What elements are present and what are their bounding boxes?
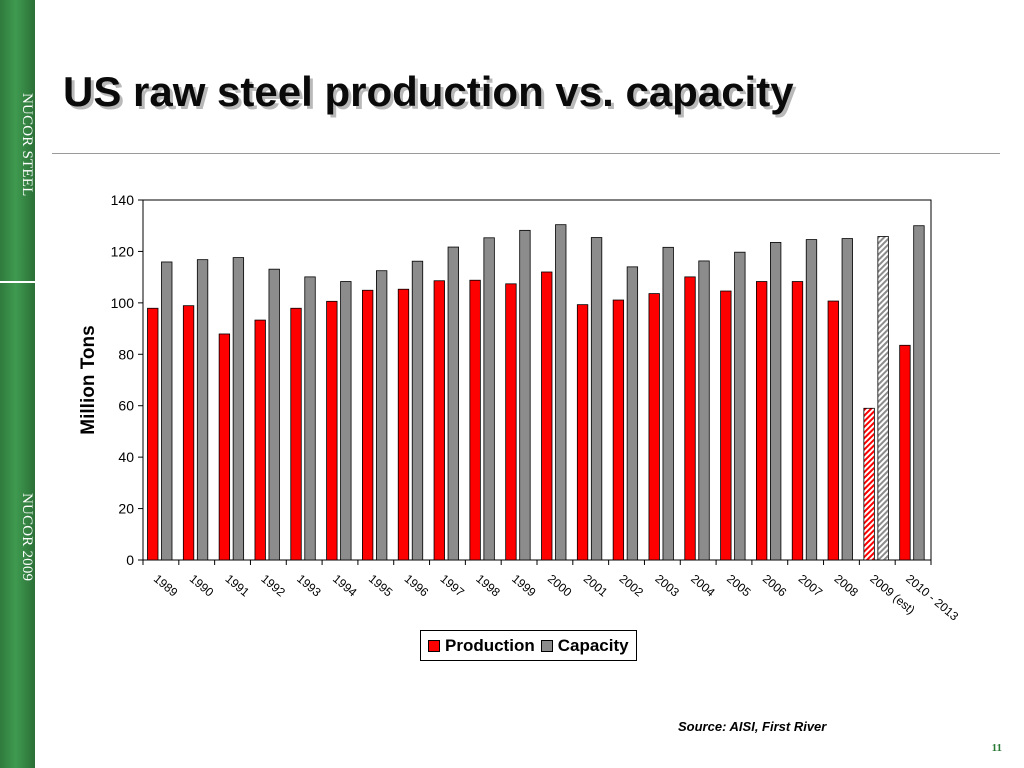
bar-production-2005 [720,290,732,561]
bar-capacity-1996 [411,260,424,561]
bar-production-2006 [756,281,768,561]
bar-production-2004 [684,276,696,561]
bar-capacity-2009-est- [877,236,889,561]
x-tick-label: 2002 [617,572,647,600]
y-tick-label: 100 [111,295,135,311]
bar-production-1992 [254,319,266,561]
bars-group [147,224,925,561]
x-tick-label: 2010 - 2013 [903,572,961,624]
bar-production-2009-est- [863,407,875,561]
bar-production-1996 [397,288,410,561]
bar-capacity-2007 [805,239,818,561]
bar-production-2003 [648,293,660,561]
legend-label-production: Production [445,635,535,655]
bar-production-1999 [505,283,517,561]
bar-capacity-1998 [483,237,495,561]
x-tick-label: 1991 [223,572,253,600]
bar-capacity-2003 [662,246,674,561]
bar-production-1989 [147,307,159,561]
title-divider [52,153,1000,154]
x-tick-label: 2005 [724,572,754,600]
bar-production-1993 [290,307,302,561]
x-tick-label: 2008 [832,572,862,600]
y-axis-title: Million Tons [78,325,99,434]
bar-capacity-2008 [841,238,853,561]
bar-capacity-2000 [555,224,567,561]
x-tick-label: 2007 [796,572,826,600]
bar-capacity-1997 [447,246,459,561]
sidebar-brand-text: NUCOR STEEL [19,93,35,197]
bar-capacity-2004 [698,260,710,561]
page-number: 11 [991,742,1002,754]
x-tick-label: 1996 [402,572,432,600]
y-tick-label: 140 [111,192,135,208]
x-tick-label: 1999 [509,572,539,600]
x-tick-label: 1989 [151,572,181,600]
legend-swatch-production [428,639,440,652]
bar-production-1994 [326,300,338,561]
bar-capacity-1991 [232,257,245,561]
bar-production-2001 [576,304,589,561]
bar-production-2008 [827,300,839,561]
slide-title: US raw steel production vs. capacity [63,68,794,115]
bar-capacity-1989 [161,261,173,561]
legend-swatch-capacity [540,639,553,652]
x-tick-label: 1994 [330,572,360,600]
x-axis: 1989 1990 1991 1992 1993 1994 1995 1996 1997 1998… [142,560,961,624]
y-tick-label: 120 [111,243,135,259]
source-note: Source: AISI, First River [678,719,827,734]
x-tick-label: 1990 [187,572,217,600]
legend-label-capacity: Capacity [557,635,629,655]
bar-capacity-1995 [376,270,388,561]
bar-capacity-2006 [770,242,782,561]
chart-legend: Production Capacity [420,630,637,661]
y-tick-label: 40 [118,449,134,465]
bar-capacity-2001 [590,237,603,561]
y-tick-label: 60 [118,398,134,414]
x-tick-label: 2006 [760,572,790,600]
bar-production-1995 [362,289,374,561]
legend-item-capacity: Capacity [540,635,629,656]
x-tick-label: 1993 [294,572,324,600]
x-tick-label: 2000 [545,572,575,600]
bar-production-2002 [612,299,625,561]
y-tick-label: 80 [118,346,134,362]
bar-production-2000 [541,271,553,561]
x-tick-label: 2003 [652,572,682,600]
bar-capacity-1994 [340,281,352,561]
bar-production-2010-2013 [899,344,911,561]
bar-production-1997 [433,280,445,561]
bar-production-2007 [791,281,804,561]
x-tick-label: 2001 [581,572,611,600]
bar-capacity-1992 [268,268,280,561]
bar-capacity-2005 [734,251,746,561]
bar-production-1990 [182,305,195,561]
x-tick-label: 1995 [366,572,396,600]
x-tick-label: 2004 [688,572,718,600]
x-tick-label: 1998 [473,572,503,600]
legend-item-production: Production [428,636,535,656]
bar-capacity-2010-2013 [913,225,925,561]
sidebar-divider [0,281,35,283]
bar-production-1998 [469,279,481,561]
bar-capacity-1993 [304,276,316,561]
sidebar: NUCOR STEEL NUCOR 2009 [0,0,35,768]
x-tick-label: 1992 [258,572,288,600]
x-tick-label: 1997 [438,572,468,600]
bar-capacity-1990 [196,259,209,561]
y-axis: 0 20 40 60 80 100 120 140 [111,192,143,568]
bar-capacity-2002 [626,266,639,561]
y-tick-label: 20 [118,501,134,517]
y-tick-label: 0 [126,552,134,568]
bar-production-1991 [218,333,231,561]
sidebar-year-text: NUCOR 2009 [19,492,35,582]
bar-capacity-1999 [519,229,531,561]
